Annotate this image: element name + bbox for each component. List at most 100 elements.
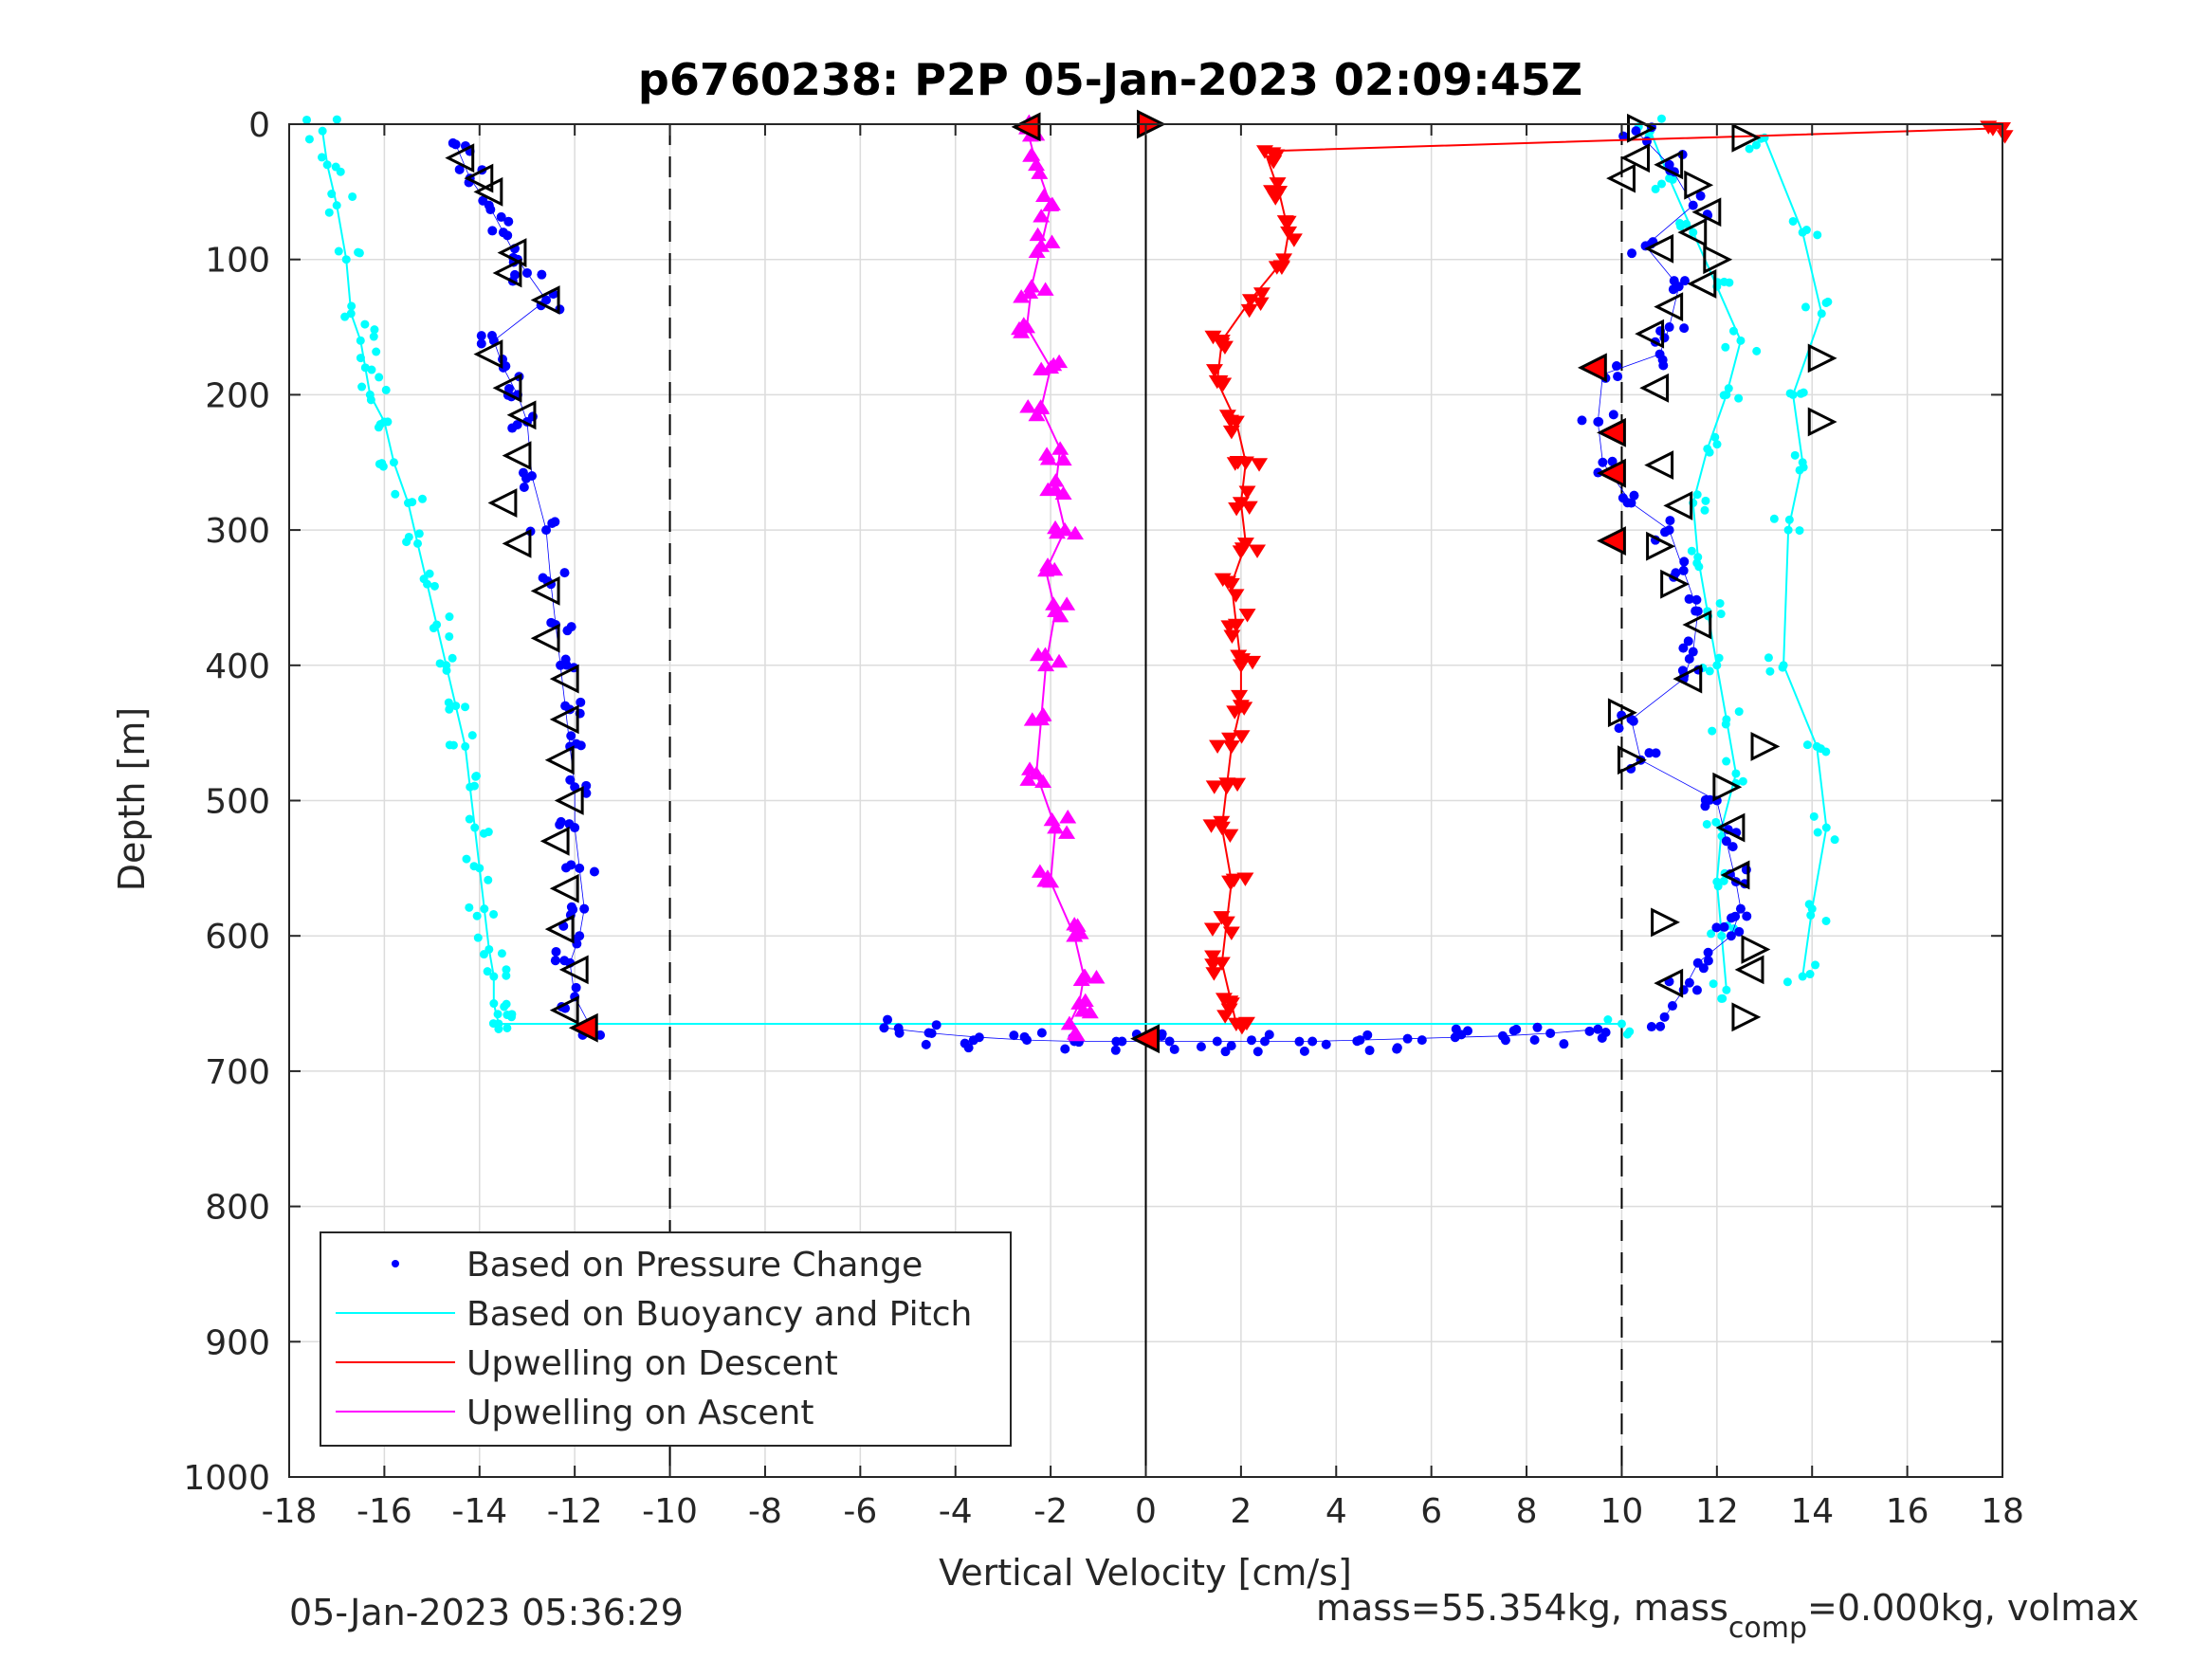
data-point — [1731, 769, 1741, 778]
legend-label-buoyancy: Based on Buoyancy and Pitch — [466, 1295, 972, 1334]
y-tick-label: 1000 — [183, 1459, 270, 1498]
data-point — [1218, 777, 1236, 792]
data-point — [445, 704, 454, 714]
data-point — [1252, 1047, 1263, 1057]
data-point — [1709, 979, 1718, 989]
data-point — [340, 312, 350, 321]
data-point — [1668, 174, 1677, 184]
data-point — [1268, 261, 1286, 275]
triangle-marker — [1807, 343, 1837, 374]
data-point — [1240, 303, 1258, 319]
triangle-marker — [1654, 150, 1684, 180]
data-point — [1593, 1024, 1603, 1034]
data-point — [1611, 361, 1621, 372]
data-point — [1074, 1003, 1092, 1017]
data-point — [1068, 1027, 1086, 1042]
triangle-marker — [1712, 772, 1743, 802]
data-point — [355, 248, 364, 258]
triangle-marker — [1627, 113, 1656, 143]
data-point — [550, 956, 560, 966]
data-point — [503, 383, 514, 393]
triangle-marker — [1654, 292, 1684, 322]
data-point — [1229, 455, 1247, 470]
data-point — [1751, 140, 1761, 150]
data-point — [404, 532, 413, 541]
triangle-marker — [502, 528, 532, 558]
triangle-marker — [1635, 319, 1665, 349]
data-point — [1043, 196, 1061, 210]
data-point — [1013, 324, 1031, 338]
data-point — [503, 230, 513, 241]
plot-frame — [288, 123, 2003, 1478]
data-point — [1252, 287, 1271, 301]
data-point — [1279, 215, 1297, 230]
data-point — [507, 1010, 517, 1019]
data-point — [1752, 346, 1762, 356]
x-tick-label: 18 — [1981, 1492, 2024, 1531]
data-point — [1205, 364, 1223, 378]
data-point — [1730, 911, 1741, 921]
data-point — [1801, 302, 1810, 312]
data-point — [448, 653, 457, 663]
data-point — [473, 933, 483, 942]
data-point — [1265, 155, 1283, 170]
data-point — [1625, 1027, 1635, 1036]
data-point — [496, 211, 506, 222]
data-point — [1196, 1042, 1206, 1052]
data-point — [1058, 596, 1076, 611]
data-point — [1659, 333, 1670, 343]
data-point — [1031, 165, 1049, 179]
data-point — [1805, 970, 1815, 979]
data-point — [1164, 1036, 1175, 1047]
data-point — [1009, 1030, 1019, 1041]
data-point — [1742, 911, 1752, 921]
data-point — [1783, 525, 1793, 535]
data-point — [1013, 289, 1031, 303]
data-point — [1203, 922, 1221, 937]
data-point — [391, 489, 400, 499]
data-point — [1240, 501, 1258, 515]
data-point — [1790, 450, 1800, 460]
data-point — [1712, 440, 1722, 449]
data-point — [1204, 950, 1222, 964]
data-point — [1402, 1033, 1413, 1044]
data-point — [1036, 282, 1054, 296]
data-point — [1222, 740, 1240, 755]
axes: -18 -16 -14 -12 -10 -8 -6 -4 -2 0 2 4 6 8 10 12 14 16 18 0 1… — [183, 106, 2024, 1531]
data-point — [589, 866, 599, 877]
data-point — [1725, 278, 1734, 287]
data-point — [1023, 712, 1041, 726]
data-point — [372, 347, 381, 356]
data-point — [1788, 216, 1798, 226]
data-point — [501, 361, 511, 372]
data-point — [1545, 1028, 1556, 1038]
data-point — [1072, 972, 1090, 987]
data-point — [1745, 144, 1754, 154]
data-point — [1039, 557, 1057, 572]
triangle-marker — [549, 995, 579, 1026]
data-point — [1799, 463, 1808, 472]
data-point — [1223, 629, 1241, 644]
triangle-marker — [1673, 664, 1703, 694]
data-point — [1038, 869, 1056, 884]
triangle-marker — [1663, 490, 1693, 520]
data-point — [566, 731, 576, 741]
data-point — [931, 1020, 941, 1030]
data-point — [560, 654, 571, 665]
y-tick-label: 500 — [205, 783, 270, 822]
data-point — [1205, 780, 1223, 794]
x-tick-label: 4 — [1325, 1492, 1347, 1531]
data-point — [1451, 1024, 1461, 1034]
data-point — [1033, 209, 1051, 223]
data-point — [1691, 594, 1702, 605]
data-point — [469, 781, 479, 791]
data-point — [1230, 649, 1248, 664]
data-point — [1679, 276, 1690, 286]
triangle-marker — [1607, 698, 1637, 728]
triangle-marker — [1807, 407, 1837, 437]
data-point — [551, 946, 561, 957]
data-point — [369, 332, 378, 341]
triangle-marker — [445, 143, 475, 173]
data-point — [1021, 284, 1039, 299]
data-point — [1617, 1019, 1626, 1029]
